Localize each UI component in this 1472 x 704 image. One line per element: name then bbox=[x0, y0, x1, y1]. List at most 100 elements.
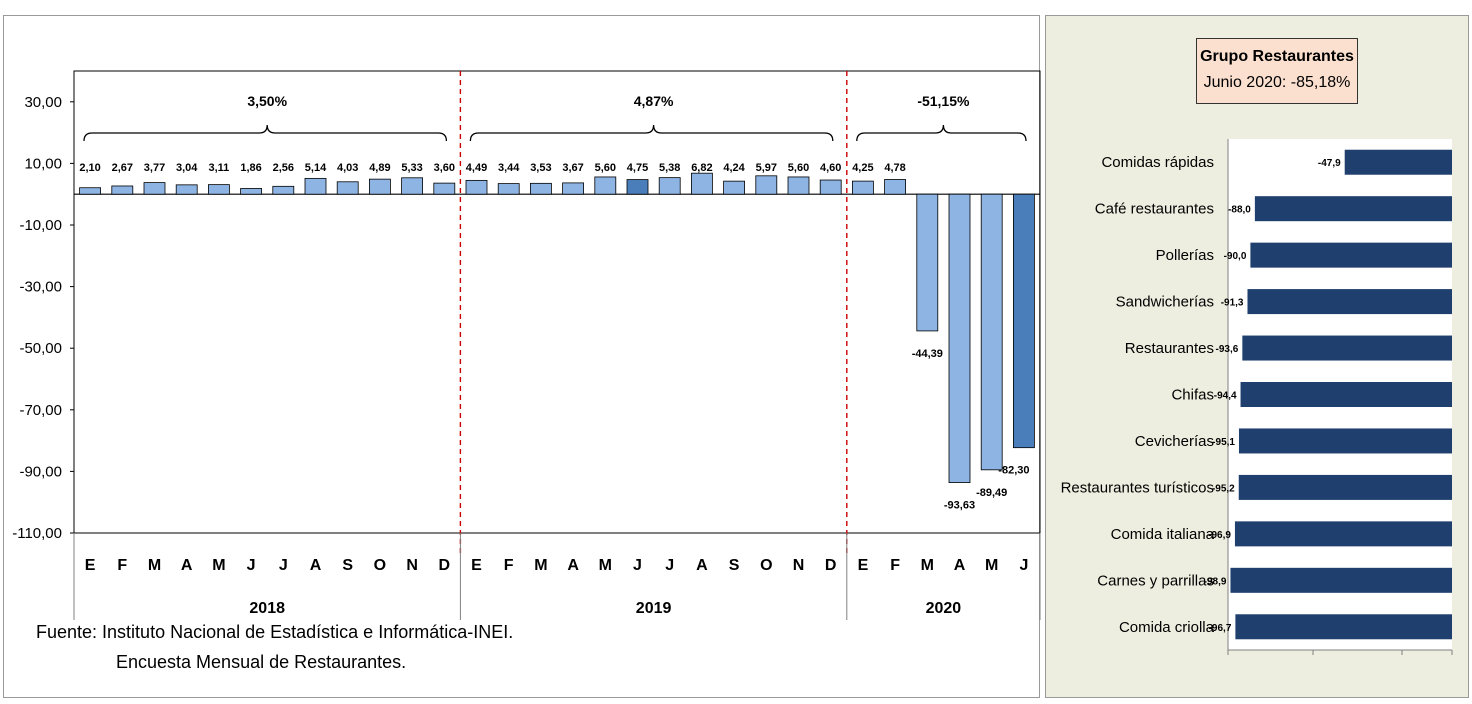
bar-value-label: 5,14 bbox=[305, 162, 327, 174]
bar-value-label: -93,63 bbox=[944, 500, 975, 512]
bar bbox=[497, 183, 520, 195]
bar bbox=[465, 179, 488, 195]
month-label: F bbox=[504, 557, 514, 574]
bar bbox=[1013, 193, 1035, 449]
bar bbox=[852, 180, 874, 195]
right-chart-title-box: Grupo Restaurantes Junio 2020: -85,18% bbox=[1196, 38, 1358, 104]
bar bbox=[723, 180, 745, 195]
bar bbox=[433, 182, 456, 195]
hbar-category-label: Comida criolla bbox=[1119, 619, 1215, 636]
month-label: F bbox=[890, 557, 900, 574]
month-label: F bbox=[117, 557, 127, 574]
right-chart-title: Grupo Restaurantes bbox=[1200, 48, 1354, 65]
y-tick-label: -90,00 bbox=[19, 463, 62, 480]
bar-value-label: 5,38 bbox=[659, 162, 680, 174]
right-chart-subtitle: Junio 2020: -85,18% bbox=[1203, 74, 1351, 91]
month-label: J bbox=[665, 557, 674, 574]
plot-frame bbox=[73, 70, 1041, 534]
hbar bbox=[1344, 149, 1452, 175]
month-label: S bbox=[342, 557, 353, 574]
y-tick-label: 10,00 bbox=[24, 155, 62, 172]
month-label: A bbox=[567, 557, 579, 574]
bar-value-label: 3,77 bbox=[144, 162, 165, 174]
month-label: A bbox=[954, 557, 966, 574]
month-label: J bbox=[279, 557, 288, 574]
month-label: D bbox=[825, 557, 837, 574]
bar bbox=[368, 178, 391, 195]
hbar-category-label: Comidas rápidas bbox=[1101, 154, 1214, 171]
bar bbox=[272, 185, 295, 195]
month-label: A bbox=[310, 557, 322, 574]
bar bbox=[980, 193, 1003, 471]
bar-value-label: -44,39 bbox=[912, 348, 943, 360]
bar-value-label: 3,44 bbox=[498, 162, 520, 174]
y-tick-label: -10,00 bbox=[19, 217, 62, 234]
hbar-category-label: Carnes y parrillas bbox=[1097, 572, 1214, 589]
year-label: 2020 bbox=[926, 600, 962, 617]
bar bbox=[658, 177, 681, 195]
bar-value-label: 4,24 bbox=[723, 162, 745, 174]
year-label: 2018 bbox=[249, 600, 285, 617]
y-tick-label: -30,00 bbox=[19, 279, 62, 296]
month-label: N bbox=[793, 557, 805, 574]
year-brace bbox=[469, 124, 834, 142]
bar-value-label: 3,53 bbox=[530, 162, 551, 174]
hbar-category-label: Comida italiana bbox=[1111, 526, 1215, 543]
hbar-value-label: -95,2 bbox=[1212, 483, 1235, 494]
bar bbox=[530, 182, 552, 195]
year-brace bbox=[856, 124, 1027, 142]
bar-value-label: 6,82 bbox=[691, 162, 712, 174]
bar bbox=[819, 179, 842, 195]
hbar-value-label: -96,7 bbox=[1209, 623, 1232, 634]
year-variation-label: -51,15% bbox=[917, 93, 970, 109]
source-line-1: Fuente: Instituto Nacional de Estadístic… bbox=[36, 622, 513, 642]
hbar-value-label: -93,6 bbox=[1216, 344, 1239, 355]
bar bbox=[111, 185, 134, 195]
hbar-category-label: Sandwicherías bbox=[1116, 294, 1214, 311]
month-label: O bbox=[374, 557, 386, 574]
bar bbox=[143, 182, 166, 195]
hbar-value-label: -91,3 bbox=[1221, 298, 1244, 309]
bar bbox=[562, 182, 584, 195]
hbar-value-label: -94,4 bbox=[1214, 391, 1237, 402]
month-label: A bbox=[181, 557, 193, 574]
bar-value-label: 4,89 bbox=[369, 162, 390, 174]
bar bbox=[916, 193, 939, 332]
hbar-category-label: Pollerías bbox=[1156, 247, 1214, 264]
year-brace bbox=[83, 124, 448, 142]
month-label: M bbox=[599, 557, 612, 574]
hbar-value-label: -98,9 bbox=[1204, 576, 1227, 587]
bar bbox=[594, 176, 617, 195]
bar-value-label: 4,60 bbox=[820, 162, 841, 174]
year-variation-label: 4,87% bbox=[634, 93, 674, 109]
bar-value-label: 3,60 bbox=[434, 162, 455, 174]
bar bbox=[336, 181, 359, 195]
hbar bbox=[1242, 335, 1452, 361]
month-label: E bbox=[471, 557, 482, 574]
hbar bbox=[1238, 474, 1452, 500]
hbar bbox=[1247, 289, 1452, 315]
hbar-value-label: -96,9 bbox=[1208, 530, 1231, 541]
month-label: M bbox=[921, 557, 934, 574]
y-tick-label: -50,00 bbox=[19, 340, 62, 357]
month-label: A bbox=[696, 557, 708, 574]
bar-value-label: 4,03 bbox=[337, 162, 358, 174]
month-label: J bbox=[247, 557, 256, 574]
bar-value-label: 5,60 bbox=[595, 162, 616, 174]
bar-value-label: 2,67 bbox=[112, 162, 133, 174]
bar bbox=[175, 184, 198, 195]
hbar bbox=[1250, 242, 1452, 268]
bar-value-label: 4,75 bbox=[627, 162, 648, 174]
bar bbox=[884, 179, 906, 195]
month-label: M bbox=[534, 557, 547, 574]
bar bbox=[691, 172, 713, 195]
year-variation-label: 3,50% bbox=[247, 93, 287, 109]
month-label: M bbox=[212, 557, 225, 574]
bar bbox=[401, 177, 424, 195]
month-label: E bbox=[858, 557, 869, 574]
bar bbox=[948, 193, 971, 483]
hbar-category-label: Chifas bbox=[1171, 387, 1214, 404]
hbar-category-label: Café restaurantes bbox=[1095, 201, 1214, 218]
month-label: S bbox=[729, 557, 740, 574]
bar-value-label: 4,25 bbox=[852, 162, 873, 174]
